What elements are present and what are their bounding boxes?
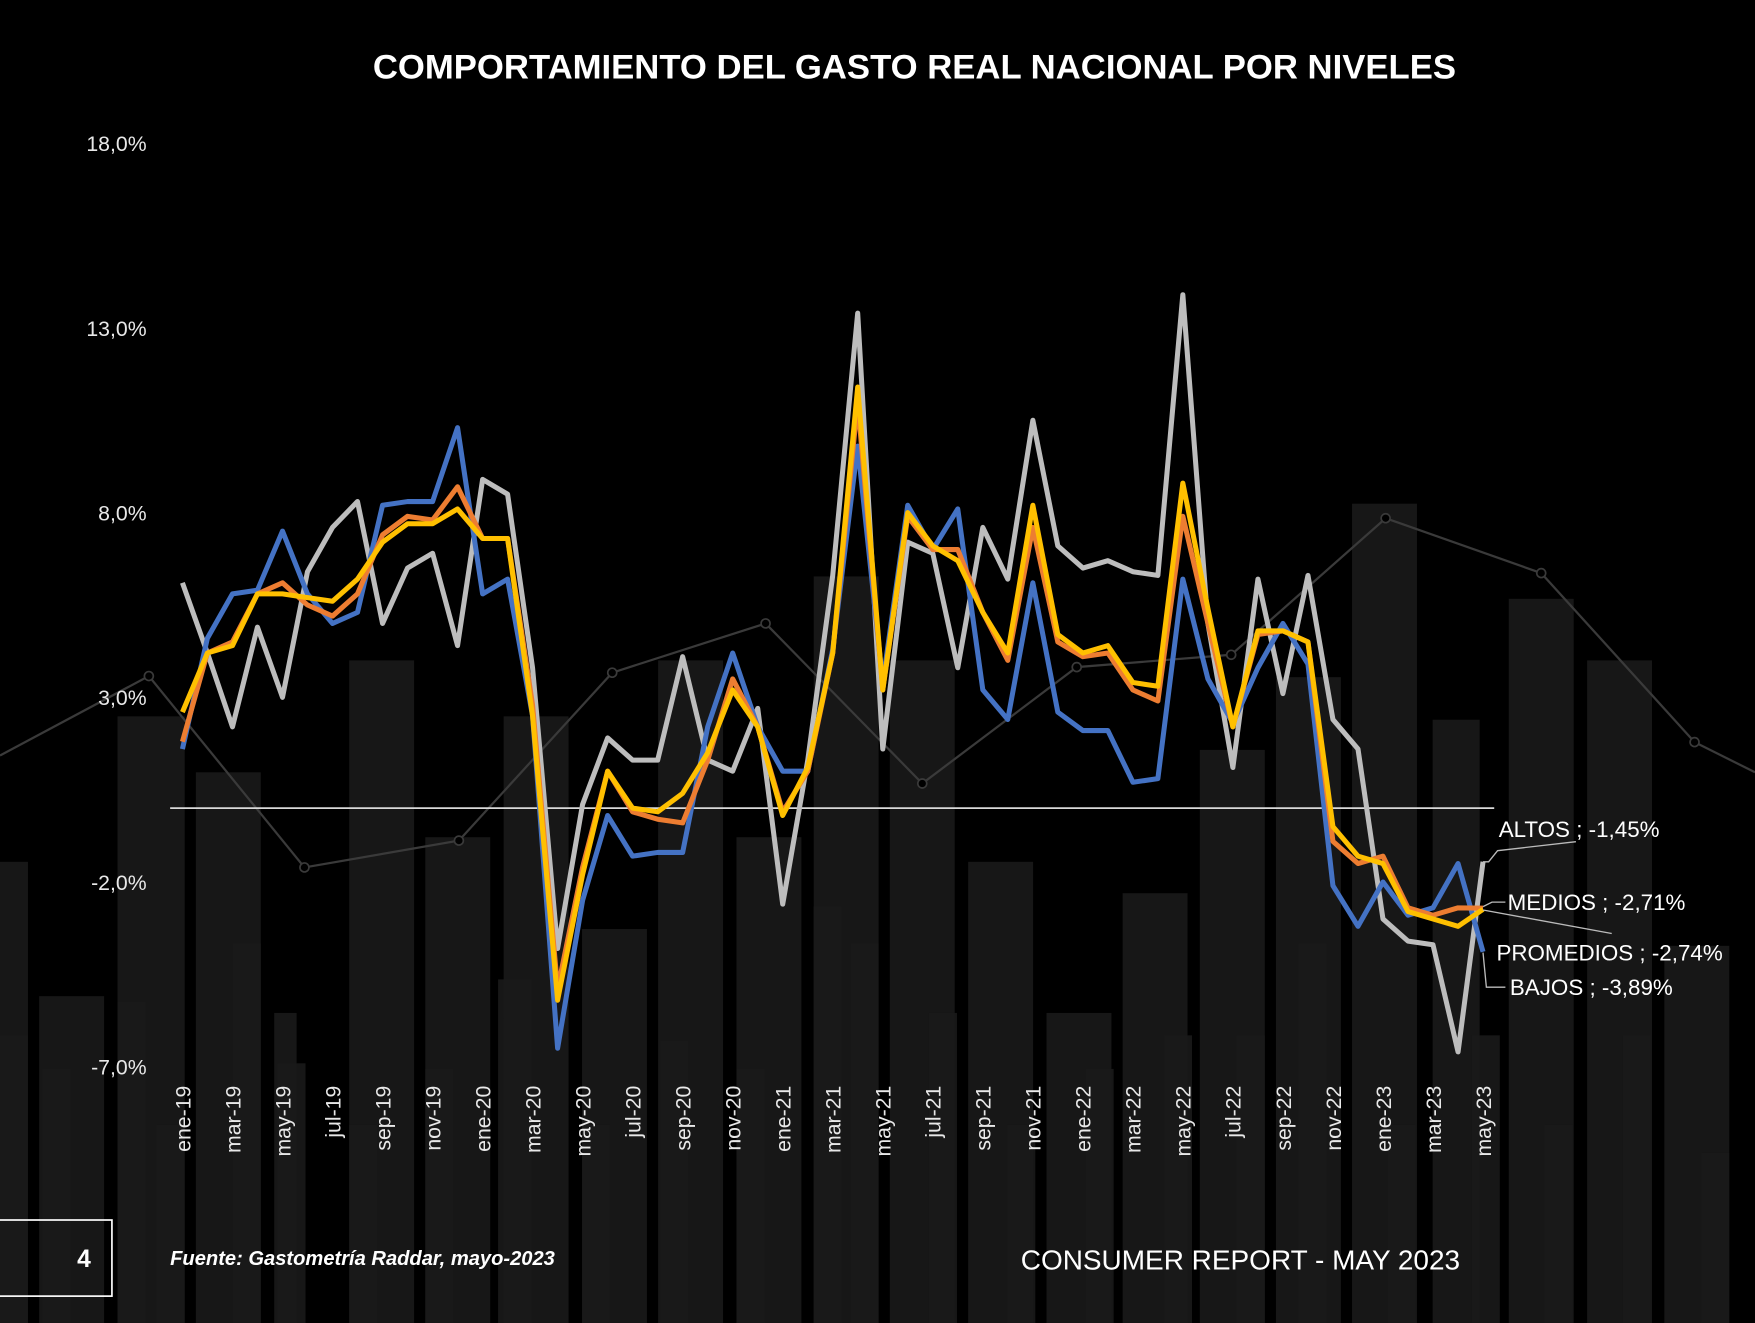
background-bar (503, 1018, 532, 1323)
series-line-promedios (180, 384, 1485, 1003)
background-bar (1701, 1152, 1730, 1323)
altos-leader-line (1483, 841, 1576, 863)
background-marker (606, 667, 618, 679)
background-bar (928, 1012, 957, 1323)
x-tick-label: jul-19 (321, 1086, 345, 1139)
x-tick-label: jul-21 (922, 1086, 946, 1139)
x-tick-label: ene-23 (1372, 1086, 1396, 1152)
medios-leader-line (1482, 901, 1506, 908)
medios-label: MEDIOS ; -2,71% (1508, 890, 1686, 915)
background-marker (1071, 661, 1083, 673)
background-bar (1007, 1124, 1036, 1323)
bajos-leader-line (1482, 952, 1506, 988)
background-bar (0, 1035, 28, 1323)
x-tick-label: may-23 (1472, 1086, 1496, 1157)
background-bar (232, 943, 261, 1323)
background-bar (1622, 1035, 1651, 1323)
background-bar (349, 1124, 378, 1323)
promedios-label: PROMEDIOS ; -2,74% (1496, 940, 1722, 965)
x-tick-label: mar-19 (221, 1086, 245, 1153)
background-marker (1225, 649, 1237, 661)
y-tick-label: -2,0% (91, 871, 147, 895)
x-axis: ene-19 mar-19 may-19 jul-19 sep-19 nov-19 ene-… (171, 1086, 1496, 1157)
x-tick-label: sep-22 (1272, 1086, 1296, 1151)
report-title: CONSUMER REPORT - MAY 2023 (1021, 1244, 1460, 1275)
background-bar (1544, 1124, 1573, 1323)
bajos-label: BAJOS ; -3,89% (1510, 975, 1673, 1000)
y-tick-label: 18,0% (86, 132, 146, 156)
x-tick-label: ene-22 (1072, 1086, 1096, 1152)
background-marker (1535, 567, 1547, 579)
x-tick-label: mar-20 (521, 1086, 545, 1153)
background-marker (760, 618, 771, 629)
y-tick-label: 13,0% (86, 317, 146, 341)
y-axis: 18,0% 13,0% 8,0% 3,0% -2,0% -7,0% (86, 132, 146, 1079)
background-bar (1471, 1035, 1500, 1323)
background-bar (736, 1068, 765, 1323)
page-number-box (0, 1219, 113, 1297)
background-bar (1298, 943, 1327, 1323)
x-tick-label: nov-20 (722, 1086, 746, 1151)
series-lines (179, 292, 1486, 1055)
background-bar (660, 1040, 689, 1323)
background-bar (277, 1063, 306, 1323)
background-bar (425, 1068, 454, 1323)
background-bar (1164, 1035, 1193, 1323)
x-tick-label: sep-19 (371, 1086, 395, 1151)
x-tick-label: sep-20 (671, 1086, 695, 1151)
x-tick-label: may-19 (271, 1086, 295, 1157)
x-tick-label: nov-21 (1022, 1086, 1046, 1151)
background-bar (850, 943, 879, 1323)
x-tick-label: nov-19 (421, 1086, 445, 1151)
series-line-altos (180, 292, 1486, 1055)
x-tick-label: may-22 (1172, 1086, 1196, 1157)
background-marker (453, 835, 465, 846)
altos-label: ALTOS ; -1,45% (1499, 817, 1660, 842)
background-marker (916, 778, 928, 789)
background-marker (1689, 736, 1700, 748)
background-bar (1236, 1035, 1265, 1323)
background-marker (143, 670, 155, 682)
x-tick-label: ene-20 (471, 1086, 495, 1152)
page-number: 4 (77, 1246, 91, 1273)
background-bar (117, 1001, 146, 1323)
x-tick-label: mar-22 (1122, 1086, 1146, 1153)
y-tick-label: 3,0% (98, 686, 147, 710)
background-bar (42, 1068, 71, 1323)
x-tick-label: sep-21 (972, 1086, 996, 1151)
y-tick-label: -7,0% (91, 1056, 147, 1080)
background-bar (156, 1124, 185, 1323)
x-tick-label: nov-22 (1322, 1086, 1346, 1151)
x-tick-label: jul-20 (621, 1086, 645, 1139)
background-bar (813, 906, 842, 1323)
x-tick-label: ene-21 (772, 1086, 796, 1152)
y-tick-label: 8,0% (98, 501, 147, 525)
background-bar (582, 1124, 610, 1323)
promedios-leader-line (1482, 909, 1612, 935)
x-tick-label: may-20 (571, 1086, 595, 1157)
background-decoration (0, 503, 1755, 1323)
background-bar (1085, 1068, 1114, 1323)
x-tick-label: mar-23 (1422, 1086, 1446, 1153)
series-annotations: ALTOS ; -1,45% MEDIOS ; -2,71% PROMEDIOS… (1482, 817, 1723, 1000)
source-note: Fuente: Gastometría Raddar, mayo-2023 (170, 1248, 555, 1270)
background-bar (1387, 1124, 1416, 1323)
chart-title: COMPORTAMIENTO DEL GASTO REAL NACIONAL P… (373, 48, 1456, 86)
x-tick-label: ene-19 (171, 1086, 195, 1152)
x-tick-label: jul-22 (1222, 1086, 1246, 1139)
x-tick-label: mar-21 (822, 1086, 846, 1153)
background-marker (1380, 512, 1391, 524)
x-tick-label: may-21 (872, 1086, 896, 1157)
background-marker (299, 862, 310, 873)
